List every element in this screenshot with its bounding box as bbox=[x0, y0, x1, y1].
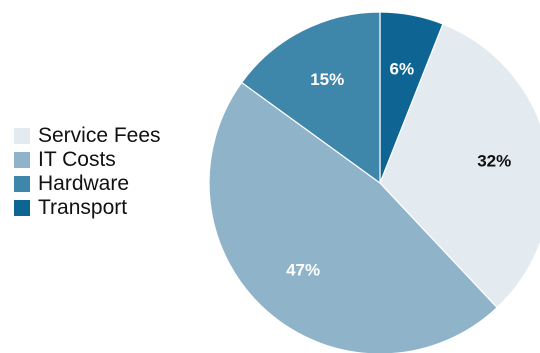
legend-label-hardware: Hardware bbox=[38, 172, 130, 195]
legend-swatch-hardware bbox=[14, 176, 30, 192]
pie-slice-it-costs bbox=[208, 81, 498, 353]
pie-slice-hardware bbox=[240, 11, 381, 185]
data-label-hardware: 15% bbox=[310, 70, 344, 89]
data-label-transport: 6% bbox=[390, 59, 415, 78]
legend-swatch-service-fees bbox=[14, 128, 30, 144]
data-label-service-fees: 32% bbox=[477, 152, 511, 171]
legend-item-transport: Transport bbox=[14, 196, 204, 220]
legend-swatch-transport bbox=[14, 200, 30, 216]
data-label-it-costs: 47% bbox=[286, 261, 320, 280]
legend-swatch-it-costs bbox=[14, 152, 30, 168]
legend-label-service-fees: Service Fees bbox=[38, 124, 161, 147]
pie-slices bbox=[208, 11, 540, 353]
legend-label-it-costs: IT Costs bbox=[38, 148, 116, 171]
pie-data-labels: 6% 32% 47% 15% bbox=[286, 59, 511, 279]
legend-label-transport: Transport bbox=[38, 196, 128, 219]
legend-item-hardware: Hardware bbox=[14, 172, 204, 196]
chart-legend: Service Fees IT Costs Hardware Transport bbox=[14, 124, 204, 220]
pie-slice-service-fees bbox=[379, 23, 540, 309]
legend-item-it-costs: IT Costs bbox=[14, 148, 204, 172]
legend-item-service-fees: Service Fees bbox=[14, 124, 204, 148]
